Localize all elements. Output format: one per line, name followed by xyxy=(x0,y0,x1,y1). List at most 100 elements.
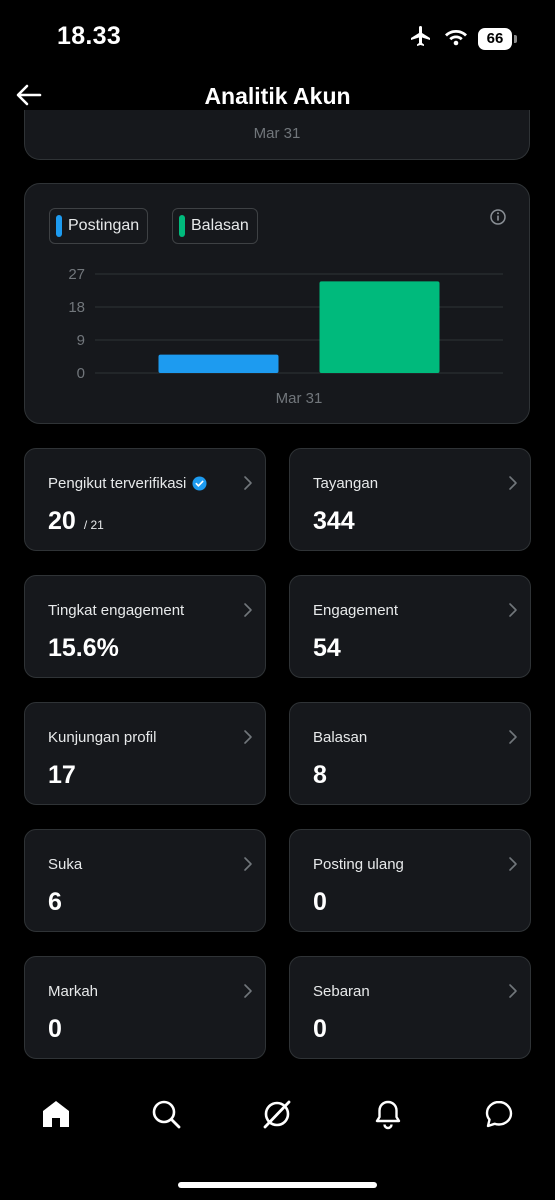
metric-label-text: Engagement xyxy=(313,602,399,619)
metric-card[interactable]: Engagement 54 xyxy=(289,575,531,678)
arrow-left-icon xyxy=(16,84,42,111)
battery-level: 66 xyxy=(478,27,512,50)
x-tick-label: Mar 31 xyxy=(276,390,323,407)
metric-value-text: 8 xyxy=(313,761,327,789)
metric-value: 54 xyxy=(313,634,341,663)
metric-label: Kunjungan profil xyxy=(48,729,156,746)
metric-value: 15.6% xyxy=(48,634,119,663)
metric-subvalue: / 21 xyxy=(83,518,104,532)
metric-value: 8 xyxy=(313,761,327,790)
airplane-icon xyxy=(408,24,434,53)
metric-value-text: 17 xyxy=(48,761,76,789)
bell-icon xyxy=(372,1098,404,1135)
metric-value: 20 / 21 xyxy=(48,507,104,536)
status-icons: 66 xyxy=(408,24,517,53)
metric-value-text: 54 xyxy=(313,634,341,662)
previous-chart-x-label: Mar 31 xyxy=(253,125,301,142)
metric-card[interactable]: Tayangan 344 xyxy=(289,448,531,551)
metric-card[interactable]: Kunjungan profil 17 xyxy=(24,702,266,805)
nav-notifications[interactable] xyxy=(370,1098,406,1134)
previous-chart-card: Mar 31 xyxy=(24,110,530,160)
status-time: 18.33 xyxy=(57,22,122,50)
metric-card[interactable]: Suka 6 xyxy=(24,829,266,932)
metric-value-text: 15.6% xyxy=(48,634,119,662)
metric-label-text: Kunjungan profil xyxy=(48,729,157,746)
metric-card[interactable]: Markah 0 xyxy=(24,956,266,1059)
metric-card[interactable]: Tingkat engagement 15.6% xyxy=(24,575,266,678)
grok-icon xyxy=(261,1098,293,1135)
legend-postingan[interactable]: Postingan xyxy=(49,208,149,244)
home-indicator xyxy=(178,1182,377,1188)
metric-value-text: 20 xyxy=(48,507,76,535)
bar-balasan[interactable] xyxy=(319,281,440,373)
bottom-nav xyxy=(0,1080,555,1152)
back-button[interactable] xyxy=(14,82,44,112)
metric-label: Sebaran xyxy=(313,983,370,1000)
chevron-right-icon xyxy=(241,602,255,618)
battery-icon: 66 xyxy=(478,27,517,50)
chevron-right-icon xyxy=(506,729,520,745)
chevron-right-icon xyxy=(241,856,255,872)
page-title: Analitik Akun xyxy=(204,83,351,109)
metric-label-text: Posting ulang xyxy=(313,856,404,873)
metric-value-text: 0 xyxy=(313,888,327,916)
metric-label: Pengikut terverifikasi xyxy=(48,475,207,492)
activity-chart-card: Postingan Balasan 0 9 18 27 Mar 31 xyxy=(24,183,530,424)
metric-label: Balasan xyxy=(313,729,367,746)
y-tick-label: 18 xyxy=(68,299,85,316)
metric-label: Markah xyxy=(48,983,98,1000)
nav-home[interactable] xyxy=(38,1098,74,1134)
chevron-right-icon xyxy=(506,983,520,999)
metric-value: 0 xyxy=(313,1015,327,1044)
legend-label-balasan: Balasan xyxy=(191,217,249,234)
metric-label-text: Tayangan xyxy=(313,475,379,492)
metric-label-text: Suka xyxy=(48,856,83,873)
status-bar: 18.33 66 xyxy=(0,0,555,70)
info-icon[interactable] xyxy=(489,208,507,226)
nav-search[interactable] xyxy=(148,1098,184,1134)
legend-swatch-balasan xyxy=(179,215,185,237)
metric-label-text: Pengikut terverifikasi xyxy=(48,475,187,492)
metric-label: Tingkat engagement xyxy=(48,602,184,619)
search-icon xyxy=(150,1098,182,1135)
metric-label-text: Balasan xyxy=(313,729,368,746)
wifi-icon xyxy=(444,26,468,51)
y-tick-label: 9 xyxy=(77,332,85,349)
y-tick-label: 27 xyxy=(68,266,85,283)
nav-grok[interactable] xyxy=(259,1098,295,1134)
metric-value: 17 xyxy=(48,761,76,790)
chevron-right-icon xyxy=(506,475,520,491)
metric-value-text: 0 xyxy=(48,1015,62,1043)
metric-label: Engagement xyxy=(313,602,398,619)
y-tick-label: 0 xyxy=(77,365,85,382)
metric-card[interactable]: Sebaran 0 xyxy=(289,956,531,1059)
verified-badge-icon xyxy=(192,476,207,491)
metric-value: 0 xyxy=(48,1015,62,1044)
metric-label: Posting ulang xyxy=(313,856,404,873)
nav-messages[interactable] xyxy=(481,1098,517,1134)
metric-card[interactable]: Pengikut terverifikasi 20 / 21 xyxy=(24,448,266,551)
metric-value-text: 0 xyxy=(313,1015,327,1043)
metric-value-text: 344 xyxy=(313,507,355,535)
chevron-right-icon xyxy=(506,856,520,872)
header: Analitik Akun xyxy=(0,70,555,126)
chevron-right-icon xyxy=(241,475,255,491)
metric-label: Suka xyxy=(48,856,82,873)
metric-label: Tayangan xyxy=(313,475,378,492)
bar-postingan[interactable] xyxy=(158,354,279,373)
metric-label-text: Sebaran xyxy=(313,983,370,1000)
home-icon xyxy=(40,1098,72,1135)
legend-balasan[interactable]: Balasan xyxy=(172,208,258,244)
chevron-right-icon xyxy=(241,729,255,745)
bar-chart: 0 9 18 27 Mar 31 xyxy=(68,266,503,407)
metric-value: 6 xyxy=(48,888,62,917)
chevron-right-icon xyxy=(241,983,255,999)
metric-value: 0 xyxy=(313,888,327,917)
metric-label-text: Markah xyxy=(48,983,99,1000)
legend-label-postingan: Postingan xyxy=(68,217,140,234)
legend-swatch-postingan xyxy=(56,215,62,237)
metric-card[interactable]: Balasan 8 xyxy=(289,702,531,805)
metric-value-text: 6 xyxy=(48,888,62,916)
messages-icon xyxy=(483,1098,515,1135)
metric-card[interactable]: Posting ulang 0 xyxy=(289,829,531,932)
